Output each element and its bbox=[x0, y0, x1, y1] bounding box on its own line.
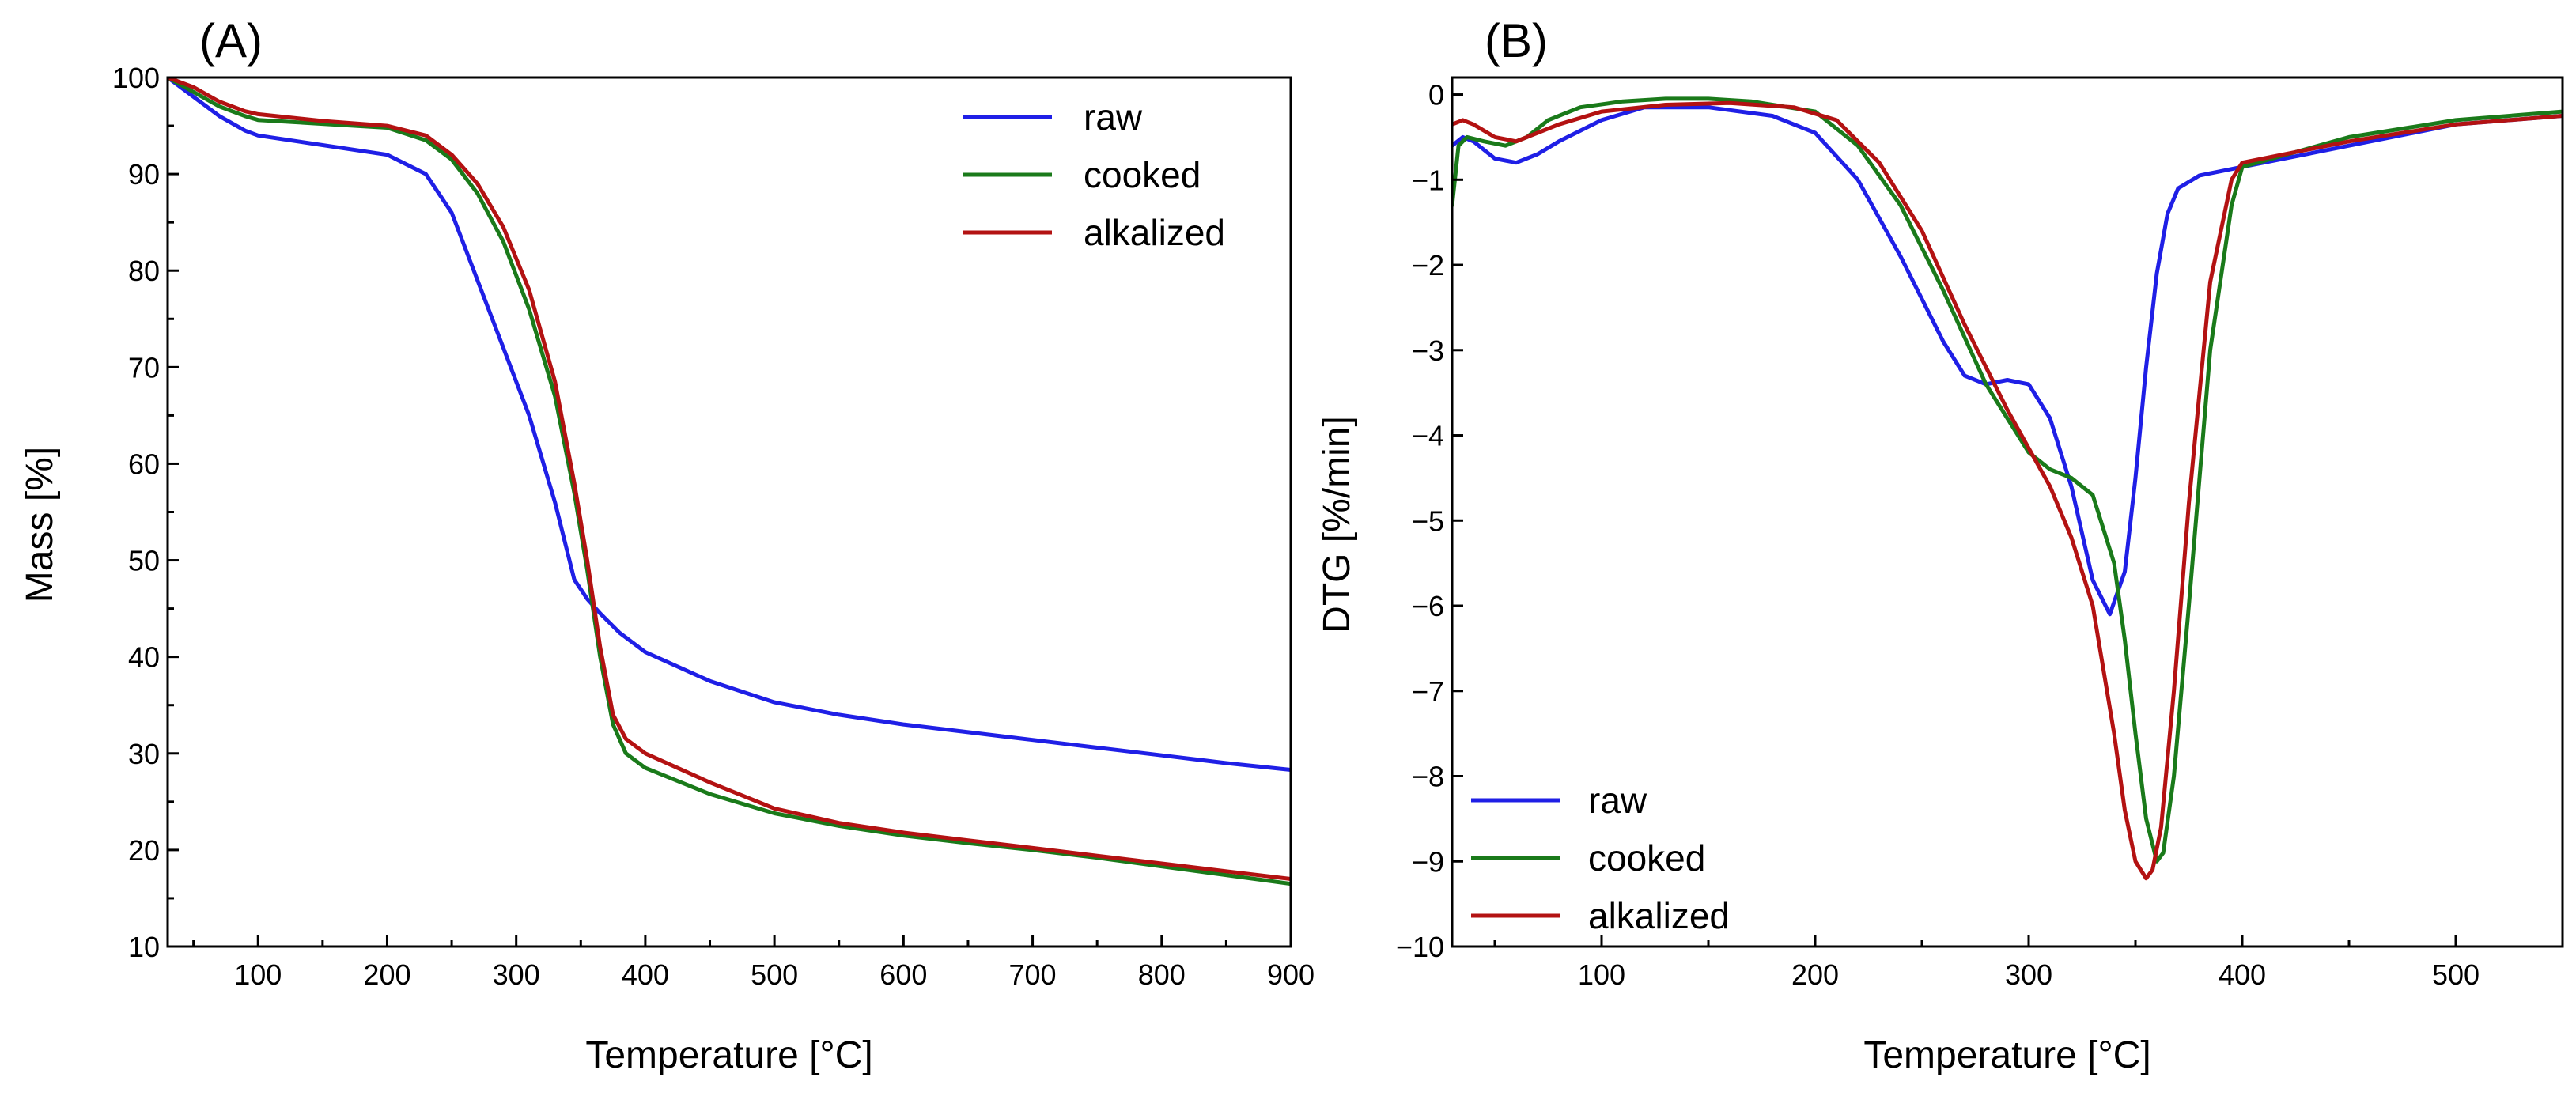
y-tick-label: 50 bbox=[128, 545, 160, 577]
legend-label-cooked: cooked bbox=[1084, 154, 1201, 195]
y-tick-label: 0 bbox=[1428, 79, 1444, 111]
panel-b-label: (B) bbox=[1485, 14, 1548, 67]
y-tick-label: −2 bbox=[1412, 249, 1444, 282]
x-tick-label: 300 bbox=[2005, 958, 2052, 991]
x-tick-label: 200 bbox=[1791, 958, 1839, 991]
y-tick-label: −5 bbox=[1412, 505, 1444, 537]
x-tick-label: 500 bbox=[751, 958, 798, 991]
x-tick-label: 400 bbox=[2219, 958, 2266, 991]
x-tick-label: 700 bbox=[1009, 958, 1057, 991]
x-tick-label: 100 bbox=[234, 958, 282, 991]
panel-a-label: (A) bbox=[199, 14, 263, 67]
y-tick-label: 70 bbox=[128, 351, 160, 384]
y-tick-label: −4 bbox=[1412, 420, 1444, 452]
y-tick-label: 100 bbox=[112, 62, 160, 94]
x-tick-label: 500 bbox=[2432, 958, 2480, 991]
plot-frame bbox=[1451, 76, 2564, 948]
legend: raw cooked alkalized bbox=[963, 96, 1225, 253]
series-line-raw bbox=[168, 77, 1291, 772]
series-line-alkalized bbox=[1452, 100, 2563, 881]
x-tick-label: 200 bbox=[363, 958, 410, 991]
series-line-cooked bbox=[1452, 96, 2563, 864]
y-tick-label: −9 bbox=[1412, 845, 1444, 878]
y-tick-label: 10 bbox=[128, 931, 160, 963]
series-line-alkalized bbox=[168, 77, 1291, 881]
legend-label-alkalized: alkalized bbox=[1084, 212, 1225, 253]
x-tick-label: 600 bbox=[879, 958, 927, 991]
panel-a-mass-plot: (A) 100 200 300 400 500 600 700 800 900 10 20 30 40 5… bbox=[19, 14, 1314, 1076]
y-tick-label: 80 bbox=[128, 255, 160, 287]
panel-b-dtg-plot: (B) 100 200 300 400 500 0 −1 −2 −3 −4 −5 −6 −7 −8 −9 −1… bbox=[1316, 14, 2564, 1076]
y-tick-label: 60 bbox=[128, 448, 160, 480]
y-tick-label: 90 bbox=[128, 158, 160, 191]
y-tick-label: −7 bbox=[1412, 675, 1444, 708]
legend-label-raw: raw bbox=[1084, 96, 1143, 138]
x-tick-label: 800 bbox=[1138, 958, 1186, 991]
y-tick-label: 20 bbox=[128, 834, 160, 867]
x-tick-label: 400 bbox=[622, 958, 669, 991]
y-axis-title: DTG [%/min] bbox=[1316, 416, 1358, 633]
y-tick-label: −6 bbox=[1412, 590, 1444, 622]
y-tick-label: −8 bbox=[1412, 761, 1444, 793]
y-tick-label: 30 bbox=[128, 738, 160, 770]
legend: raw cooked alkalized bbox=[1471, 780, 1730, 936]
series-line-cooked bbox=[168, 77, 1291, 886]
y-tick-label: −3 bbox=[1412, 334, 1444, 367]
x-tick-label: 900 bbox=[1267, 958, 1314, 991]
plot-frame bbox=[166, 76, 1292, 948]
x-tick-label: 100 bbox=[1578, 958, 1625, 991]
x-axis-title: Temperature [°C] bbox=[1863, 1034, 2150, 1076]
y-tick-label: 40 bbox=[128, 641, 160, 674]
legend-label-raw: raw bbox=[1588, 780, 1647, 821]
y-tick-label: −1 bbox=[1412, 164, 1444, 196]
y-axis-title: Mass [%] bbox=[19, 447, 61, 603]
x-axis-title: Temperature [°C] bbox=[585, 1034, 872, 1076]
series-line-raw bbox=[1452, 105, 2563, 617]
y-tick-label: −10 bbox=[1396, 931, 1444, 963]
legend-label-cooked: cooked bbox=[1588, 837, 1705, 879]
legend-label-alkalized: alkalized bbox=[1588, 895, 1730, 936]
x-tick-label: 300 bbox=[493, 958, 540, 991]
